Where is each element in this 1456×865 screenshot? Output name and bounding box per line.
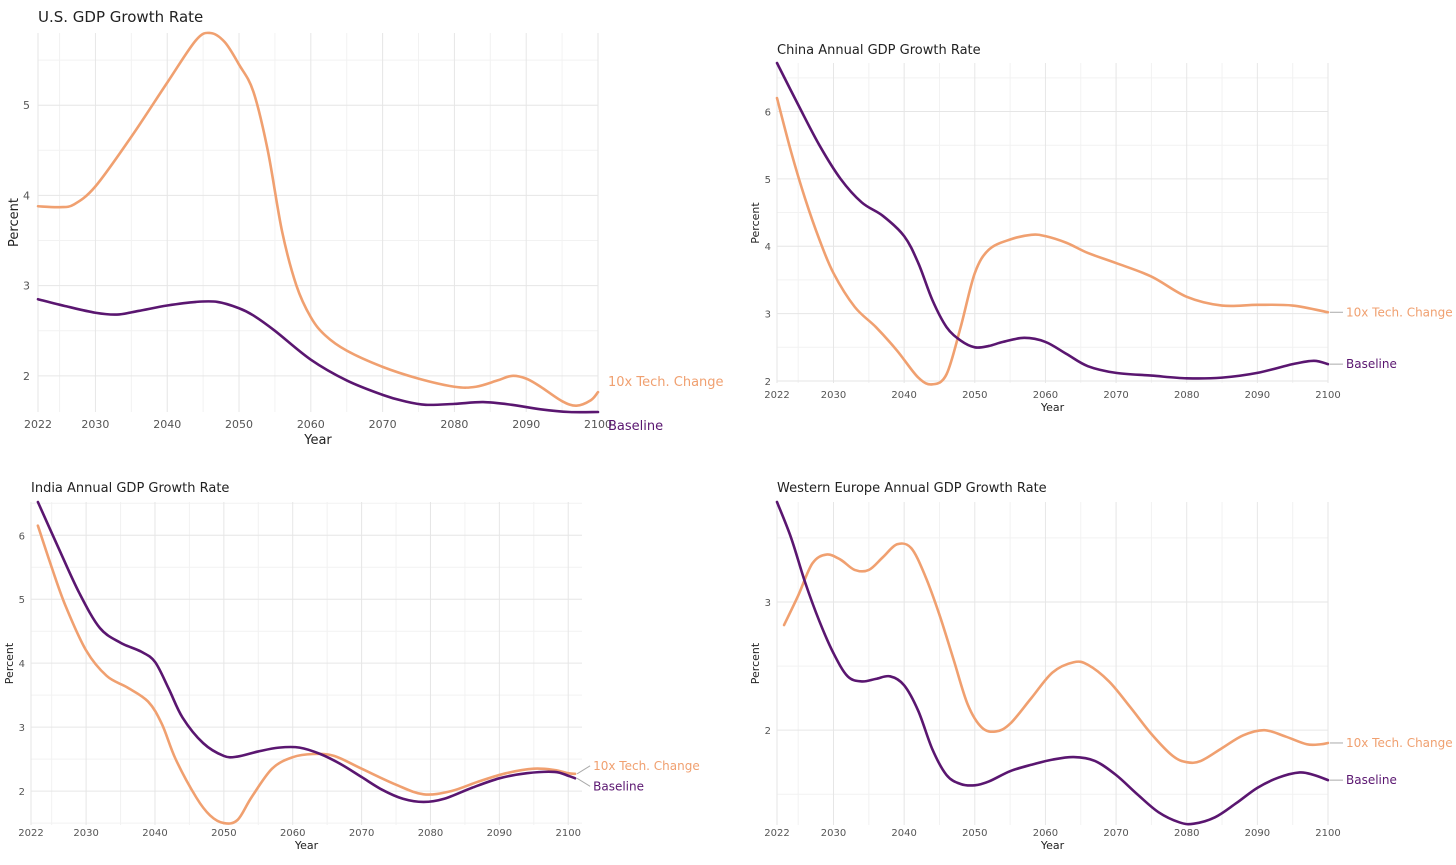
x-tick-label: 2060: [1033, 390, 1058, 401]
x-tick-label: 2100: [584, 418, 612, 431]
y-tick-label: 5: [23, 99, 30, 112]
x-tick-label: 2040: [891, 390, 916, 401]
x-tick-label: 2050: [962, 390, 987, 401]
x-tick-label: 2040: [153, 418, 181, 431]
x-tick-label: 2070: [1103, 390, 1128, 401]
y-tick-label: 4: [765, 242, 771, 253]
y-tick-label: 5: [765, 175, 771, 186]
y-tick-label: 3: [765, 310, 771, 321]
y-tick-label: 2: [765, 726, 771, 737]
x-tick-label: 2070: [349, 828, 374, 839]
x-tick-label: 2060: [280, 828, 305, 839]
x-tick-label: 2070: [1103, 828, 1128, 839]
y-axis-title: Percent: [749, 642, 762, 684]
x-tick-label: 2040: [142, 828, 167, 839]
x-tick-label: 2022: [18, 828, 43, 839]
x-tick-label: 2080: [418, 828, 443, 839]
chart-title: U.S. GDP Growth Rate: [38, 8, 203, 26]
series-line-baseline: [775, 61, 1330, 380]
x-axis-title: Year: [1040, 401, 1065, 414]
x-tick-label: 2100: [1315, 828, 1340, 839]
y-tick-label: 6: [765, 108, 771, 119]
x-tick-label: 2080: [1174, 828, 1199, 839]
y-tick-label: 5: [19, 595, 25, 606]
series-end-label: Baseline: [608, 419, 663, 434]
series-end-label: Baseline: [593, 779, 644, 793]
series-end-label: 10x Tech. Change: [1346, 736, 1453, 750]
y-tick-label: 6: [19, 531, 25, 542]
x-tick-label: 2080: [440, 418, 468, 431]
x-tick-label: 2030: [821, 828, 846, 839]
y-axis-title: Percent: [749, 202, 762, 244]
series-line-tech: [782, 542, 1330, 765]
x-tick-label: 2030: [821, 390, 846, 401]
x-tick-label: 2030: [81, 418, 109, 431]
chart-china: China Annual GDP Growth Rate 2022 2030 2040…: [749, 43, 1453, 414]
y-axis-title: Percent: [3, 642, 16, 684]
x-tick-label: 2050: [225, 418, 253, 431]
y-tick-label: 4: [19, 659, 25, 670]
y-tick-label: 2: [23, 370, 30, 383]
series-line-tech: [775, 96, 1330, 386]
x-tick-label: 2070: [369, 418, 397, 431]
label-leader-line: [576, 765, 591, 775]
series-end-label: Baseline: [1346, 357, 1397, 371]
label-leader-line: [576, 777, 591, 787]
series-line-tech: [36, 524, 577, 825]
y-tick-label: 3: [19, 723, 25, 734]
chart-india: India Annual GDP Growth Rate 2022 2030 2040…: [3, 481, 700, 852]
x-tick-label: 2022: [764, 828, 789, 839]
y-tick-label: 4: [23, 189, 30, 202]
x-axis-title: Year: [303, 433, 332, 448]
series-line-tech: [36, 31, 600, 407]
x-tick-label: 2080: [1174, 390, 1199, 401]
x-tick-label: 2030: [73, 828, 98, 839]
x-tick-label: 2090: [487, 828, 512, 839]
x-tick-label: 2040: [891, 828, 916, 839]
x-tick-label: 2090: [512, 418, 540, 431]
x-tick-label: 2022: [764, 390, 789, 401]
x-tick-label: 2022: [24, 418, 52, 431]
series-end-label: 10x Tech. Change: [593, 759, 700, 773]
x-axis-title: Year: [1040, 839, 1065, 852]
chart-us: U.S. GDP Growth Rate 2022 2030 2040 2050 2060…: [7, 8, 724, 448]
chart-title: China Annual GDP Growth Rate: [777, 43, 981, 58]
x-tick-label: 2050: [962, 828, 987, 839]
series-end-label: Baseline: [1346, 773, 1397, 787]
y-axis-title: Percent: [7, 198, 22, 247]
series-line-baseline: [36, 500, 577, 804]
x-tick-label: 2100: [1315, 390, 1340, 401]
y-tick-label: 2: [765, 377, 771, 388]
chart-western-europe: Western Europe Annual GDP Growth Rate 202…: [749, 481, 1453, 852]
x-axis-title: Year: [294, 839, 319, 852]
x-tick-label: 2090: [1245, 390, 1270, 401]
y-tick-label: 2: [19, 787, 25, 798]
series-end-label: 10x Tech. Change: [608, 375, 724, 390]
chart-title: India Annual GDP Growth Rate: [31, 481, 229, 496]
series-line-baseline: [36, 297, 600, 414]
x-tick-label: 2090: [1245, 828, 1270, 839]
series-end-label: 10x Tech. Change: [1346, 305, 1453, 319]
x-tick-label: 2100: [555, 828, 580, 839]
y-tick-label: 3: [765, 598, 771, 609]
chart-title: Western Europe Annual GDP Growth Rate: [777, 481, 1047, 496]
series-line-baseline: [775, 500, 1330, 826]
y-tick-label: 3: [23, 280, 30, 293]
x-tick-label: 2050: [211, 828, 236, 839]
x-tick-label: 2060: [297, 418, 325, 431]
x-tick-label: 2060: [1033, 828, 1058, 839]
